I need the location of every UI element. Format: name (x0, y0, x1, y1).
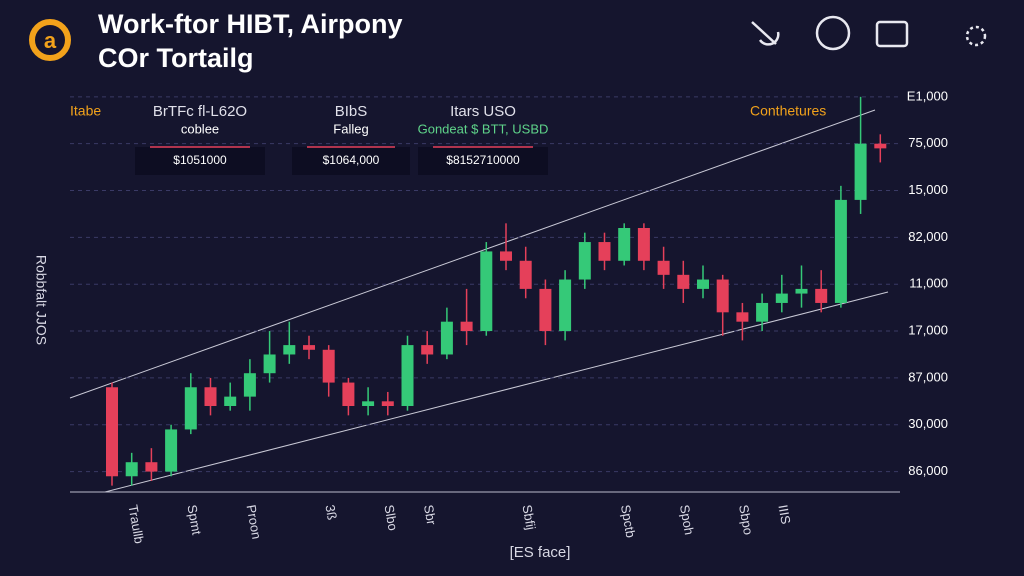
candle-body (303, 345, 315, 350)
stat-value: $8152710000 (446, 153, 520, 167)
stat-sublabel: coblee (181, 121, 219, 136)
candle-body (440, 321, 453, 355)
candle-body (263, 354, 276, 374)
y-tick-label: 17,000 (908, 322, 948, 337)
y-tick-label: 11,000 (909, 276, 948, 291)
candle-body (421, 345, 434, 355)
x-tick-label: Sbpo (736, 504, 756, 537)
subtitle: COr Tortailg (98, 43, 254, 73)
candle-body (874, 143, 887, 149)
stat-box (418, 147, 548, 175)
candle-body (637, 228, 650, 261)
candle-body (243, 373, 256, 397)
candle-body (716, 279, 729, 313)
trend-line (69, 109, 876, 399)
x-tick-label: Sbfij (519, 504, 538, 532)
candle-body (342, 382, 355, 406)
candle-body (401, 345, 414, 406)
x-tick-label: Spoh (677, 504, 697, 537)
y-tick-label: E1,000 (907, 88, 948, 103)
stat-label: BrTFc fl-L62O (153, 103, 247, 120)
note: Conthetures (750, 103, 826, 119)
candle-body (125, 462, 138, 477)
stat-sublabel: Falleg (333, 121, 368, 136)
candle-body (559, 279, 572, 332)
candle-body (184, 387, 197, 430)
candle-body (224, 396, 237, 406)
candle-body (362, 401, 375, 406)
y-tick-label: 82,000 (908, 229, 948, 244)
candle-body (283, 345, 296, 355)
stat-sublabel: Gondeat $ BTT, USBD (418, 121, 549, 136)
candle-body (381, 401, 394, 406)
y-tick-label: 87,000 (908, 369, 948, 384)
x-tick-label: Sbr (421, 504, 439, 527)
candle-body (815, 288, 828, 303)
candle-body (165, 429, 178, 472)
x-tick-label: Spmt (184, 504, 204, 537)
stats-label: Itabe (70, 103, 101, 119)
x-axis-label: [ES face] (510, 544, 571, 561)
stat-label: Itars USO (450, 103, 516, 120)
y-tick-label: 86,000 (908, 463, 948, 478)
candle-body (775, 293, 788, 303)
x-tick-label: Slbo (381, 504, 400, 532)
candle-body (519, 260, 532, 289)
tool-icon[interactable] (751, 21, 780, 46)
y-tick-label: 75,000 (908, 135, 948, 150)
candle-body (736, 312, 749, 322)
x-tick-label: Spctb (618, 504, 639, 539)
stat-label: BIbS (335, 103, 368, 120)
candle-body (756, 302, 769, 322)
tool-icon[interactable] (875, 20, 909, 48)
candle-body (480, 251, 493, 332)
y-tick-label: 15,000 (908, 182, 948, 197)
tool-icon[interactable] (815, 15, 851, 51)
candle-body (854, 143, 867, 200)
logo-mark: a (44, 28, 57, 53)
candle-body (795, 288, 808, 294)
candle-body (539, 288, 552, 332)
stat-box (135, 147, 265, 175)
candle-body (834, 199, 847, 303)
y-axis-label: Robbfalt JJOS (33, 255, 49, 345)
stat-value: $1051000 (173, 153, 227, 167)
trend-line (104, 291, 889, 493)
candle-body (500, 251, 512, 261)
candle-body (322, 349, 335, 383)
y-tick-label: 30,000 (908, 416, 948, 431)
toolbar (751, 15, 987, 51)
candle-body (204, 387, 217, 406)
x-tick-label: 3ß (322, 504, 339, 522)
candle-body (598, 242, 611, 261)
tool-icon[interactable] (965, 25, 987, 47)
candle-body (106, 387, 118, 477)
candle-body (677, 274, 690, 289)
candle-body (460, 321, 473, 332)
logo (29, 19, 71, 61)
stat-box (292, 147, 410, 175)
x-tick-label: Traullb (125, 504, 147, 545)
x-tick-label: Proon (244, 504, 265, 541)
candle-body (578, 242, 591, 280)
candle-body (657, 260, 670, 275)
candle-body (145, 462, 158, 472)
stat-value: $1064,000 (323, 153, 380, 167)
candle-body (618, 228, 631, 261)
candle-body (697, 279, 709, 289)
x-tick-label: IIIS (775, 504, 793, 526)
title: Work-ftor HIBT, Airpony (98, 9, 403, 39)
